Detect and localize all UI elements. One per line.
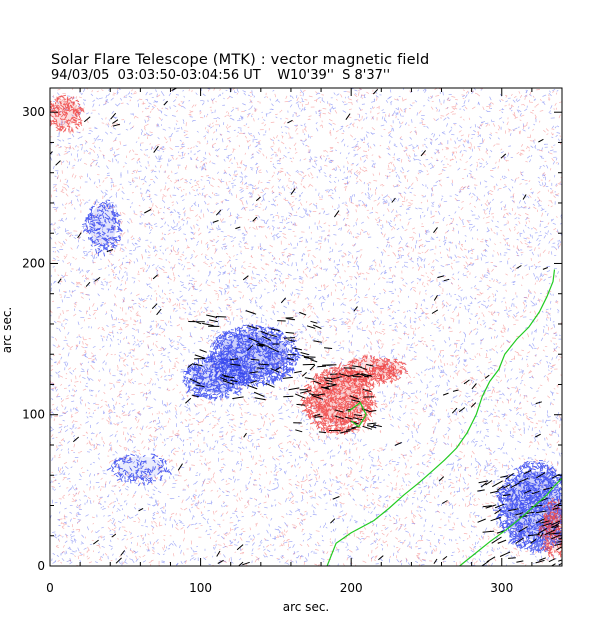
- plot-frame: [49, 87, 563, 567]
- x-tick-label: 0: [46, 581, 54, 595]
- polarity-region-negative: [182, 355, 251, 402]
- y-tick-label: 200: [22, 256, 45, 270]
- x-axis-label: arc sec.: [283, 600, 329, 614]
- x-tick-label: 300: [490, 581, 513, 595]
- x-tick-label: 200: [340, 581, 363, 595]
- background-noise-layer: [50, 88, 562, 566]
- neutral-line-2: [459, 477, 562, 566]
- neutral-line-1: [326, 269, 556, 566]
- x-tick-label: 100: [189, 581, 212, 595]
- axes-layer: 0 100 200 300 0 100 200 300: [22, 87, 563, 595]
- neutral-line-3: [347, 401, 367, 428]
- polarity-region-negative: [493, 460, 562, 554]
- neutral-lines-layer: [326, 269, 562, 566]
- y-tick-label: 300: [22, 105, 45, 119]
- chart-title: Solar Flare Telescope (MTK) : vector mag…: [51, 52, 430, 68]
- polarity-region-positive: [368, 357, 409, 384]
- y-tick-label: 0: [37, 559, 45, 573]
- polarity-region-positive: [50, 94, 85, 133]
- polarity-region-negative: [106, 453, 172, 487]
- polarity-region-negative: [82, 199, 123, 257]
- polarity-regions-layer: [50, 94, 562, 559]
- y-axis-label: arc sec.: [0, 307, 14, 353]
- polarity-region-positive: [536, 498, 562, 559]
- noise-negative: [50, 88, 562, 566]
- noise-positive: [50, 88, 562, 566]
- chart-subtitle: 94/03/05 03:03:50-03:04:56 UT W10'39'' S…: [51, 68, 391, 83]
- y-tick-label: 100: [22, 408, 45, 422]
